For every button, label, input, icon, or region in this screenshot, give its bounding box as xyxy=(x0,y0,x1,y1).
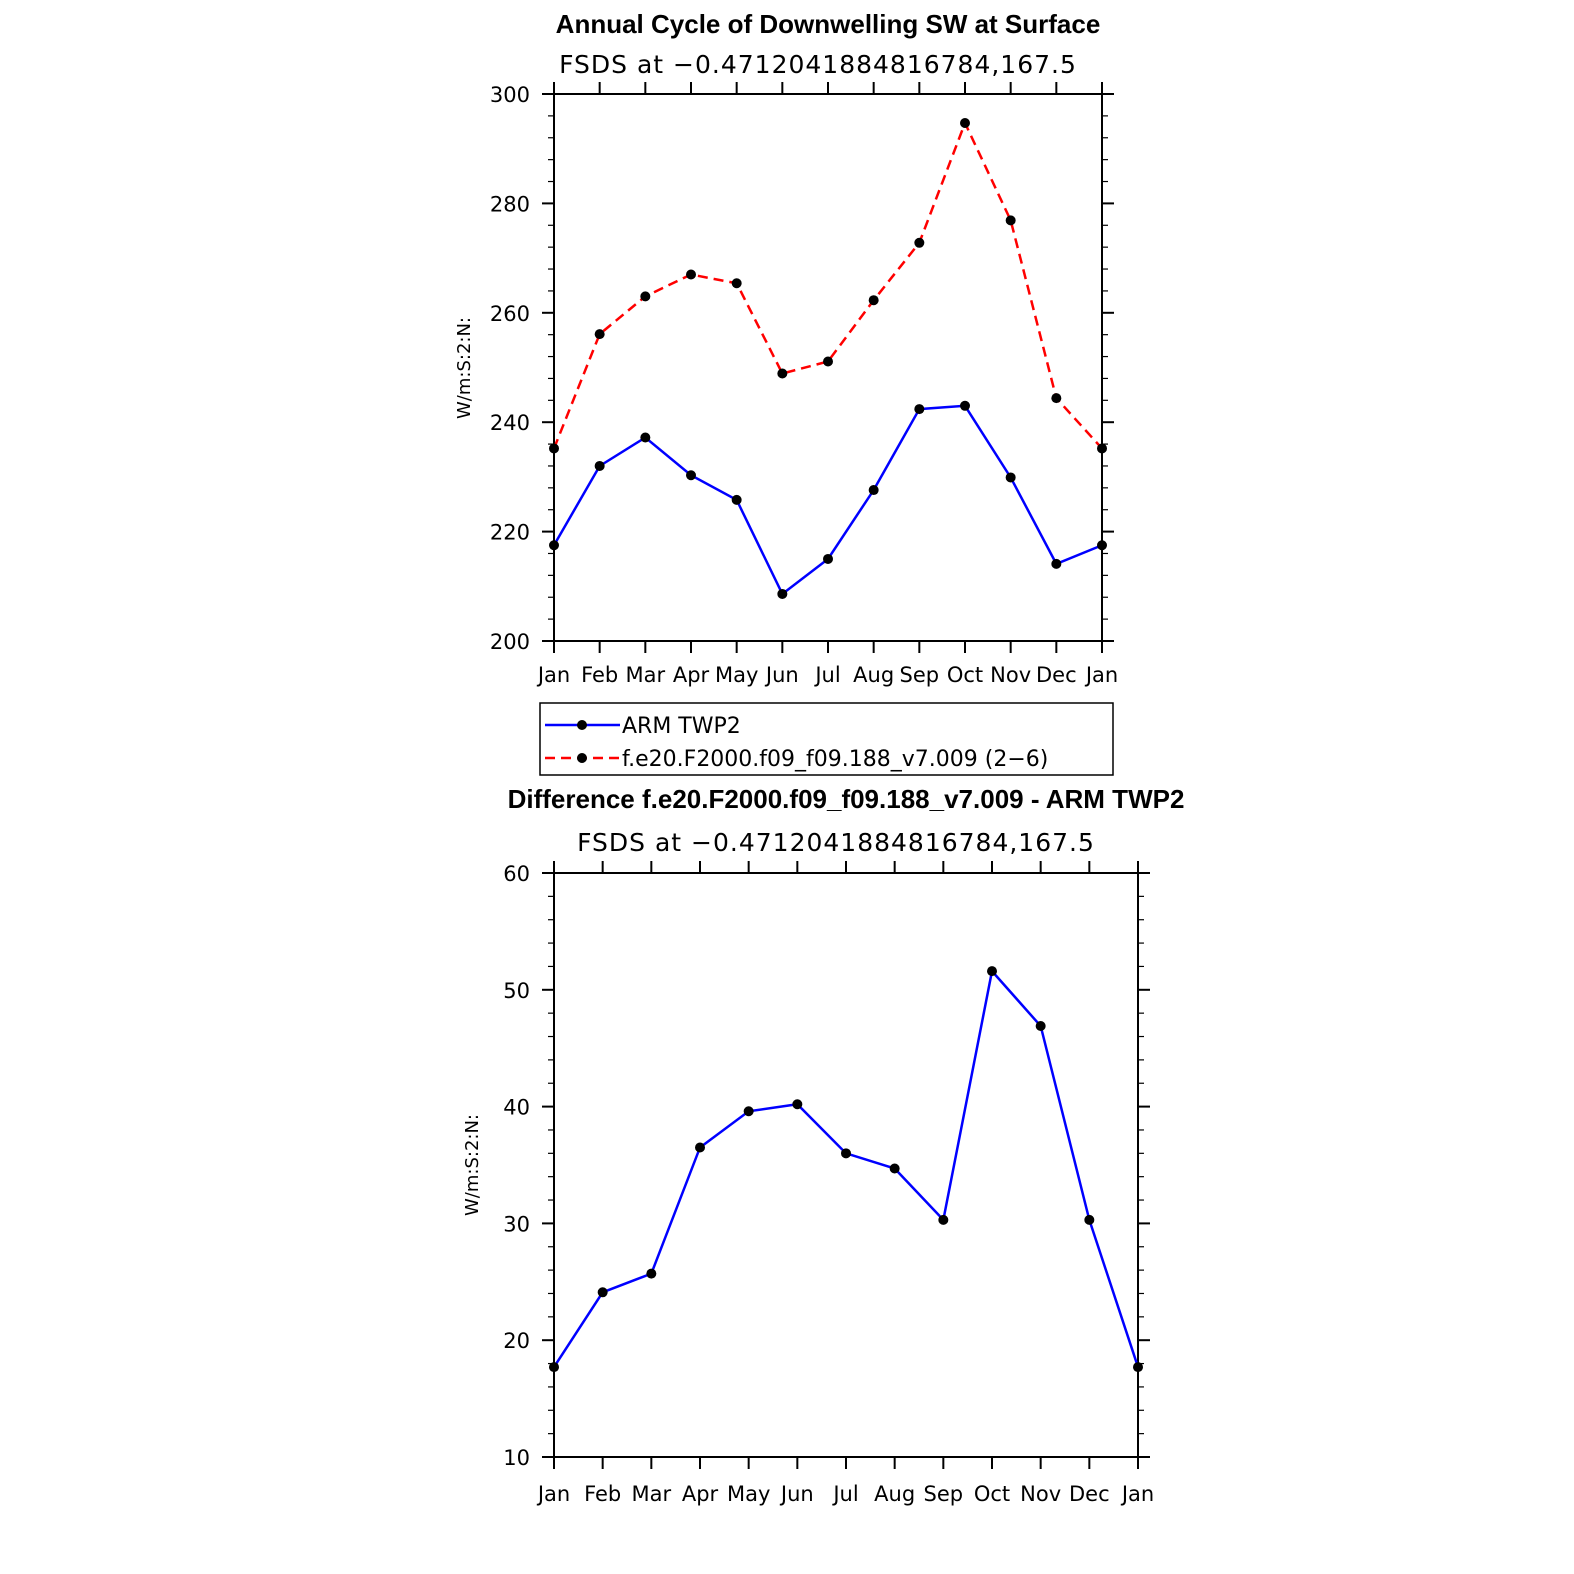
data-point xyxy=(646,1268,657,1279)
chart-title: Annual Cycle of Downwelling SW at Surfac… xyxy=(556,9,1101,39)
data-point xyxy=(914,404,925,415)
legend: ARM TWP2 f.e20.F2000.f09_f09.188_v7.009 … xyxy=(539,702,1114,776)
data-point xyxy=(1133,1362,1143,1373)
x-tick-label: Mar xyxy=(626,663,666,687)
y-tick-label: 260 xyxy=(490,302,530,326)
x-tick-label: Jan xyxy=(1084,663,1118,687)
y-tick-label: 300 xyxy=(490,83,530,107)
chart-title: Difference f.e20.F2000.f09_f09.188_v7.00… xyxy=(508,784,1185,814)
legend-marker-model xyxy=(577,753,587,763)
x-tick-label: Nov xyxy=(1020,1482,1061,1506)
y-axis-label: W/m:S:2:N: xyxy=(454,317,475,419)
y-tick-label: 240 xyxy=(490,411,530,435)
y-tick-label: 50 xyxy=(503,979,530,1003)
data-point xyxy=(549,1362,559,1373)
data-point xyxy=(640,432,651,443)
x-tick-label: Aug xyxy=(853,663,894,687)
x-tick-label: Sep xyxy=(924,1482,964,1506)
legend-label-arm-twp2: ARM TWP2 xyxy=(622,714,741,739)
x-tick-label: Dec xyxy=(1069,1482,1110,1506)
data-point xyxy=(1051,393,1062,404)
data-point xyxy=(841,1148,851,1159)
x-tick-label: Jan xyxy=(536,663,570,687)
data-point xyxy=(686,470,696,481)
legend-label-model: f.e20.F2000.f09_f09.188_v7.009 (2−6) xyxy=(622,747,1048,772)
x-tick-label: May xyxy=(727,1482,770,1506)
y-tick-label: 20 xyxy=(503,1329,530,1353)
data-point xyxy=(1097,540,1107,551)
x-tick-label: Jul xyxy=(831,1482,858,1506)
data-point xyxy=(640,291,651,302)
chart-subtitle: FSDS at −0.4712041884816784,167.5 xyxy=(559,50,1077,79)
x-tick-label: Apr xyxy=(673,663,710,687)
x-tick-label: Jan xyxy=(1120,1482,1154,1506)
y-tick-label: 30 xyxy=(503,1212,530,1236)
x-tick-label: Oct xyxy=(974,1482,1010,1506)
annual-cycle-chart: Annual Cycle of Downwelling SW at Surfac… xyxy=(454,9,1118,687)
x-tick-label: Jan xyxy=(536,1482,570,1506)
data-point xyxy=(1051,558,1062,569)
data-point xyxy=(1097,443,1107,454)
legend-box xyxy=(539,702,1114,776)
data-point xyxy=(594,460,605,471)
data-point xyxy=(1084,1214,1095,1225)
x-tick-label: Apr xyxy=(682,1482,719,1506)
data-point xyxy=(695,1142,705,1153)
y-tick-label: 60 xyxy=(503,862,530,886)
data-point xyxy=(686,269,696,280)
x-tick-label: Nov xyxy=(990,663,1031,687)
x-tick-label: Mar xyxy=(632,1482,672,1506)
data-point xyxy=(868,295,879,306)
x-tick-label: Aug xyxy=(874,1482,915,1506)
data-point xyxy=(731,494,742,505)
data-point xyxy=(597,1287,608,1298)
x-tick-label: May xyxy=(715,663,758,687)
data-point xyxy=(987,966,997,977)
x-tick-label: Jun xyxy=(764,663,799,687)
chart-subtitle: FSDS at −0.4712041884816784,167.5 xyxy=(577,828,1095,857)
legend-marker-arm-twp2 xyxy=(577,720,587,730)
y-axis-label: W/m:S:2:N: xyxy=(462,1114,483,1216)
data-point xyxy=(1005,472,1016,483)
data-point xyxy=(1035,1021,1046,1032)
x-tick-label: Jul xyxy=(813,663,840,687)
series-line-0 xyxy=(552,968,1140,1368)
data-point xyxy=(914,237,925,248)
data-point xyxy=(777,368,788,379)
series-line-1 xyxy=(552,119,1103,450)
x-tick-label: Feb xyxy=(581,663,618,687)
y-tick-label: 220 xyxy=(490,521,530,545)
series-line-0 xyxy=(552,404,1103,596)
y-tick-label: 40 xyxy=(503,1096,530,1120)
data-point xyxy=(594,329,605,340)
data-point xyxy=(960,117,970,128)
x-tick-label: Feb xyxy=(584,1482,621,1506)
data-point xyxy=(889,1163,900,1174)
data-point xyxy=(792,1099,803,1110)
x-tick-label: Jun xyxy=(779,1482,814,1506)
x-tick-label: Dec xyxy=(1036,663,1077,687)
data-point xyxy=(1005,215,1016,226)
data-point xyxy=(549,443,559,454)
data-point xyxy=(823,553,833,564)
x-tick-label: Oct xyxy=(947,663,983,687)
data-point xyxy=(743,1106,754,1117)
data-point xyxy=(938,1214,949,1225)
data-point xyxy=(868,485,879,496)
data-point xyxy=(823,356,833,367)
data-point xyxy=(731,278,742,289)
data-point xyxy=(549,540,559,551)
difference-chart: Difference f.e20.F2000.f09_f09.188_v7.00… xyxy=(462,784,1184,1506)
y-tick-label: 10 xyxy=(503,1446,530,1470)
y-tick-label: 280 xyxy=(490,192,530,216)
data-point xyxy=(777,588,788,599)
plot-frame xyxy=(553,872,1139,1458)
x-tick-label: Sep xyxy=(900,663,940,687)
y-tick-label: 200 xyxy=(490,630,530,654)
data-point xyxy=(960,400,970,411)
